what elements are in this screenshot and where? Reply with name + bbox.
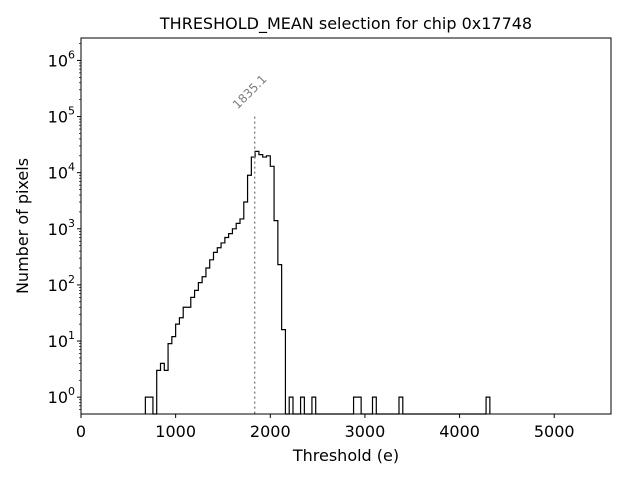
x-tick-label: 2000 [250, 422, 291, 441]
y-tick-label: 105 [48, 105, 75, 127]
y-tick-label: 102 [48, 273, 75, 295]
y-tick-label: 106 [48, 48, 75, 70]
y-axis-label: Number of pixels [13, 158, 32, 294]
x-axis-ticks: 0 1000 2000 3000 4000 5000 [76, 414, 575, 441]
x-tick-label: 3000 [345, 422, 386, 441]
chart-title: THRESHOLD_MEAN selection for chip 0x1774… [159, 14, 532, 34]
x-axis-label: Threshold (e) [292, 446, 399, 465]
y-tick-label: 100 [48, 385, 75, 407]
y-tick-label: 104 [48, 161, 75, 183]
x-tick-label: 4000 [439, 422, 480, 441]
x-tick-label: 1000 [155, 422, 196, 441]
y-axis-ticks: 100 101 102 103 104 105 106 [48, 43, 81, 410]
y-tick-label: 101 [48, 329, 75, 351]
x-tick-label: 5000 [534, 422, 575, 441]
x-tick-label: 0 [76, 422, 86, 441]
plot-frame [80, 37, 612, 415]
y-tick-label: 103 [48, 217, 75, 239]
